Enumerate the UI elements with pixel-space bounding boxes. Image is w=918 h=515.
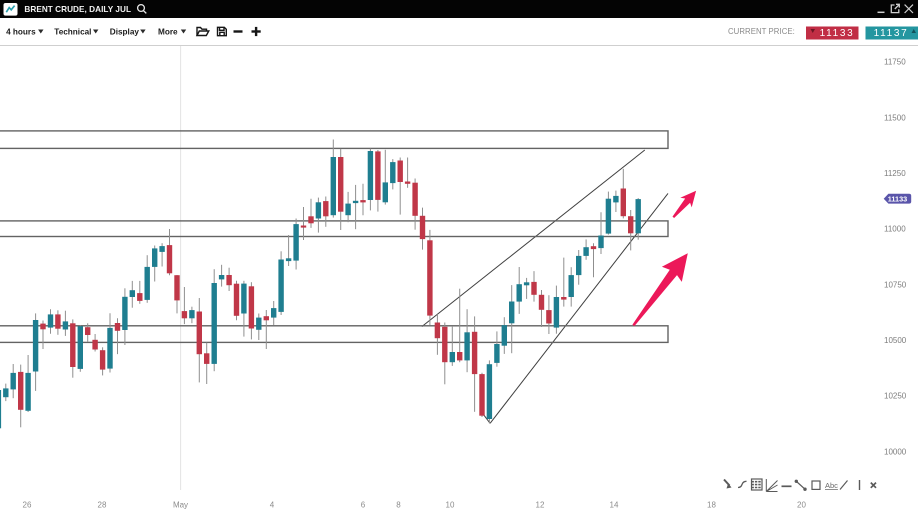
svg-text:4 hours: 4 hours	[6, 27, 36, 36]
svg-text:6: 6	[361, 501, 366, 510]
svg-text:CURRENT PRICE:: CURRENT PRICE:	[728, 27, 795, 36]
svg-text:10250: 10250	[884, 392, 907, 401]
svg-text:11133: 11133	[820, 28, 855, 39]
svg-text:10500: 10500	[884, 336, 907, 345]
svg-text:11500: 11500	[884, 113, 906, 122]
svg-text:18: 18	[707, 501, 716, 510]
svg-text:10750: 10750	[884, 280, 907, 289]
svg-text:Abc: Abc	[825, 481, 838, 490]
svg-text:10000: 10000	[884, 447, 907, 456]
svg-text:14: 14	[610, 501, 619, 510]
svg-text:11250: 11250	[884, 169, 906, 178]
svg-text:BRENT CRUDE, DAILY JUL: BRENT CRUDE, DAILY JUL	[24, 5, 131, 14]
svg-text:11750: 11750	[884, 58, 906, 67]
svg-text:Technical: Technical	[54, 27, 91, 36]
svg-text:11137: 11137	[874, 28, 909, 39]
svg-text:May: May	[173, 501, 188, 510]
svg-text:Display: Display	[110, 27, 140, 36]
svg-text:11133: 11133	[888, 194, 908, 203]
svg-text:28: 28	[98, 501, 107, 510]
svg-text:12: 12	[536, 501, 545, 510]
svg-text:11000: 11000	[884, 225, 906, 234]
svg-text:More: More	[158, 27, 178, 36]
svg-text:8: 8	[396, 501, 401, 510]
svg-text:20: 20	[797, 501, 806, 510]
svg-text:4: 4	[270, 501, 275, 510]
svg-text:10: 10	[446, 501, 455, 510]
svg-text:26: 26	[23, 501, 32, 510]
